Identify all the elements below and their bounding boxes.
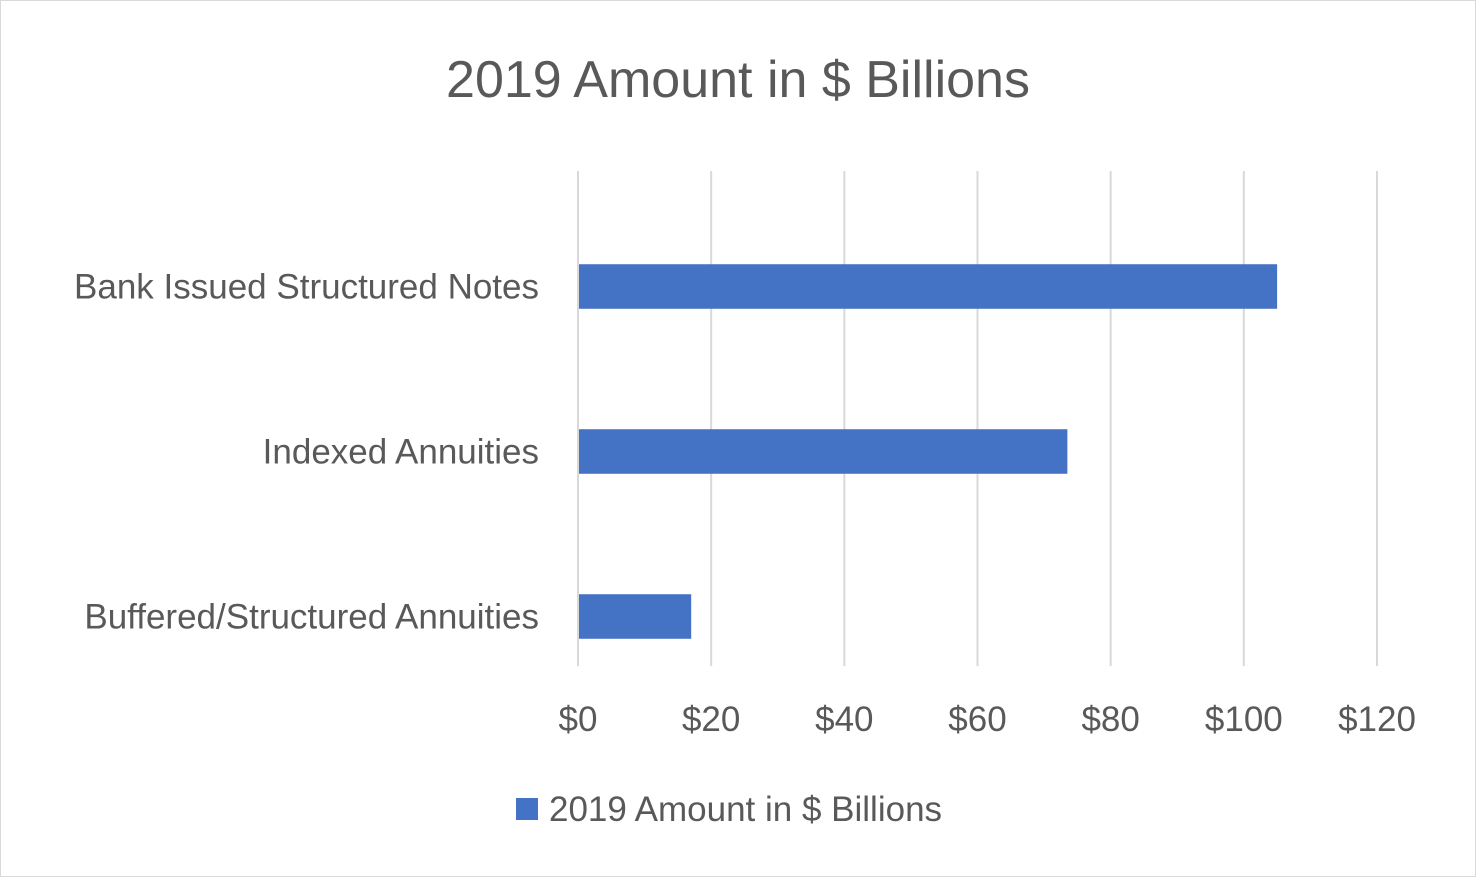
bar (579, 594, 692, 639)
bar (579, 264, 1278, 309)
bar (579, 429, 1068, 474)
x-tick-label: $100 (1205, 700, 1283, 739)
x-tick-label: $0 (559, 700, 598, 739)
x-tick-label: $120 (1338, 700, 1416, 739)
x-tick-labels: $0 $20 $40 $60 $80 $100 $120 (559, 700, 1416, 739)
x-tick-label: $40 (815, 700, 873, 739)
category-label: Indexed Annuities (263, 433, 539, 472)
category-label: Buffered/Structured Annuities (84, 598, 539, 637)
chart-title: 2019 Amount in $ Billions (446, 51, 1030, 109)
x-tick-label: $60 (948, 700, 1006, 739)
category-label: Bank Issued Structured Notes (74, 268, 539, 307)
x-tick-label: $80 (1081, 700, 1139, 739)
x-tick-label: $20 (682, 700, 740, 739)
legend: 2019 Amount in $ Billions (516, 790, 942, 829)
gridlines (577, 171, 1378, 666)
legend-swatch (516, 798, 538, 820)
legend-label: 2019 Amount in $ Billions (549, 790, 942, 829)
bars (579, 264, 1278, 639)
category-labels: Bank Issued Structured Notes Indexed Annu… (74, 268, 539, 637)
